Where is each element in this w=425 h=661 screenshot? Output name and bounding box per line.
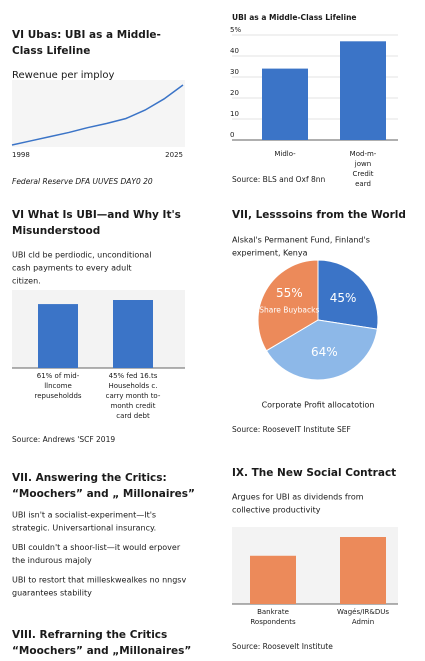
pie-slice bbox=[257, 259, 319, 352]
x-tick-label: Wagés/IR&DUs bbox=[337, 608, 389, 616]
paragraph: guarantees stability bbox=[12, 589, 92, 598]
body-text: UBI cld be perdiodic, unconditional bbox=[12, 251, 151, 260]
body-text: Argues for UBI as dividends from bbox=[232, 493, 364, 502]
x-tick-label: month credit bbox=[111, 402, 156, 410]
source: Source: Andrews 'SCF 2019 bbox=[12, 435, 115, 444]
section-title: VI What Is UBI—and Why It's bbox=[12, 209, 181, 221]
y-tick-label: 20 bbox=[230, 89, 239, 97]
x-tick-label: carry month to- bbox=[106, 392, 161, 400]
x-tick-label: Households c. bbox=[109, 382, 158, 390]
y-tick-label: 30 bbox=[230, 68, 239, 76]
bar bbox=[38, 304, 78, 368]
source: Source: Roosevelt Institute bbox=[232, 642, 333, 651]
paragraph: strategic. Universartional insurancy. bbox=[12, 524, 156, 533]
section-title: Class Lifeline bbox=[12, 45, 90, 57]
paragraph: UBI isn't a socialist-experiment—It's bbox=[12, 511, 156, 520]
body-text: Alskal's Permanent Fund, Finland's bbox=[232, 236, 370, 245]
bar bbox=[113, 300, 153, 368]
slice-name: Share Buybacks bbox=[259, 306, 319, 315]
source: Source: RooseveIT Institute SEF bbox=[232, 425, 351, 434]
bar bbox=[262, 68, 308, 140]
line bbox=[11, 84, 184, 146]
slice-label: 45% bbox=[330, 291, 357, 305]
x-tick-label: 61% of mid- bbox=[37, 372, 80, 380]
x-tick-label: Rospondents bbox=[250, 618, 296, 626]
slice-label: 64% bbox=[311, 345, 338, 359]
x-tick-label: Midlo- bbox=[274, 150, 296, 158]
x-tick-label: Admin bbox=[352, 618, 374, 626]
section-title: VIII. Refrarning the Critics bbox=[12, 629, 167, 641]
source: Source: BLS and Oxf 8nn bbox=[232, 175, 326, 184]
x-tick-label: eard bbox=[355, 180, 371, 188]
x-tick-label: card debt bbox=[116, 412, 150, 420]
section-title: VI Ubas: UBI as a Middle- bbox=[12, 29, 161, 41]
x-tick-label: llncome bbox=[44, 382, 72, 390]
y-tick-label: 5% bbox=[230, 26, 241, 34]
subtitle: Rewenue per imploy bbox=[12, 70, 115, 81]
section-title: Misunderstood bbox=[12, 225, 100, 237]
section-title: “Moochers” and „ Millonaires” bbox=[12, 488, 195, 500]
x-tick-label: 45% fed 16.ts bbox=[109, 372, 158, 380]
x-tick-label: repuseholdds bbox=[34, 392, 81, 400]
paragraph: UBI to restort that milleskwealkes no nn… bbox=[12, 576, 186, 585]
y-tick-label: 10 bbox=[230, 110, 239, 118]
section-title: UBI as a Middle-Class Lifeline bbox=[232, 13, 357, 22]
bar bbox=[340, 41, 386, 140]
chart-bg bbox=[12, 80, 185, 147]
body-text: citizen. bbox=[12, 277, 41, 286]
x-tick-label: Mod-m- bbox=[350, 150, 377, 158]
section-title: IX. The New Social Contract bbox=[232, 467, 396, 479]
slice-label: 55% bbox=[276, 286, 303, 300]
paragraph: the indurous majoly bbox=[12, 556, 92, 565]
y-tick-label: 40 bbox=[230, 47, 239, 55]
body-text: collective productivity bbox=[232, 506, 321, 515]
section-title: VII, Lesssoins from the World bbox=[232, 209, 406, 221]
chart-bg bbox=[12, 290, 185, 368]
pie-slice bbox=[265, 319, 378, 381]
x-label: 2025 bbox=[165, 151, 183, 159]
x-label: 1998 bbox=[12, 151, 30, 159]
section-title: “Moochers” and „Millonaires” bbox=[12, 645, 191, 657]
x-tick-label: Bankrate bbox=[257, 608, 289, 616]
section-title: VII. Answering the Critics: bbox=[12, 472, 167, 484]
x-tick-label: Credit bbox=[352, 170, 373, 178]
source: Federal Reserve DFA UUVES DAY0 20 bbox=[12, 177, 153, 186]
y-tick-label: 0 bbox=[230, 131, 234, 139]
body-text: cash payments to every adult bbox=[12, 264, 132, 273]
bar bbox=[250, 555, 296, 604]
paragraph: UBI couldn't a shoor-list—it would erpov… bbox=[12, 543, 181, 552]
pie-caption: Corporate Profit allocatotion bbox=[262, 401, 375, 410]
pie-slice bbox=[317, 259, 379, 330]
bar bbox=[340, 537, 386, 604]
x-tick-label: jown bbox=[354, 160, 371, 168]
body-text: experiment, Kenya bbox=[232, 249, 308, 258]
